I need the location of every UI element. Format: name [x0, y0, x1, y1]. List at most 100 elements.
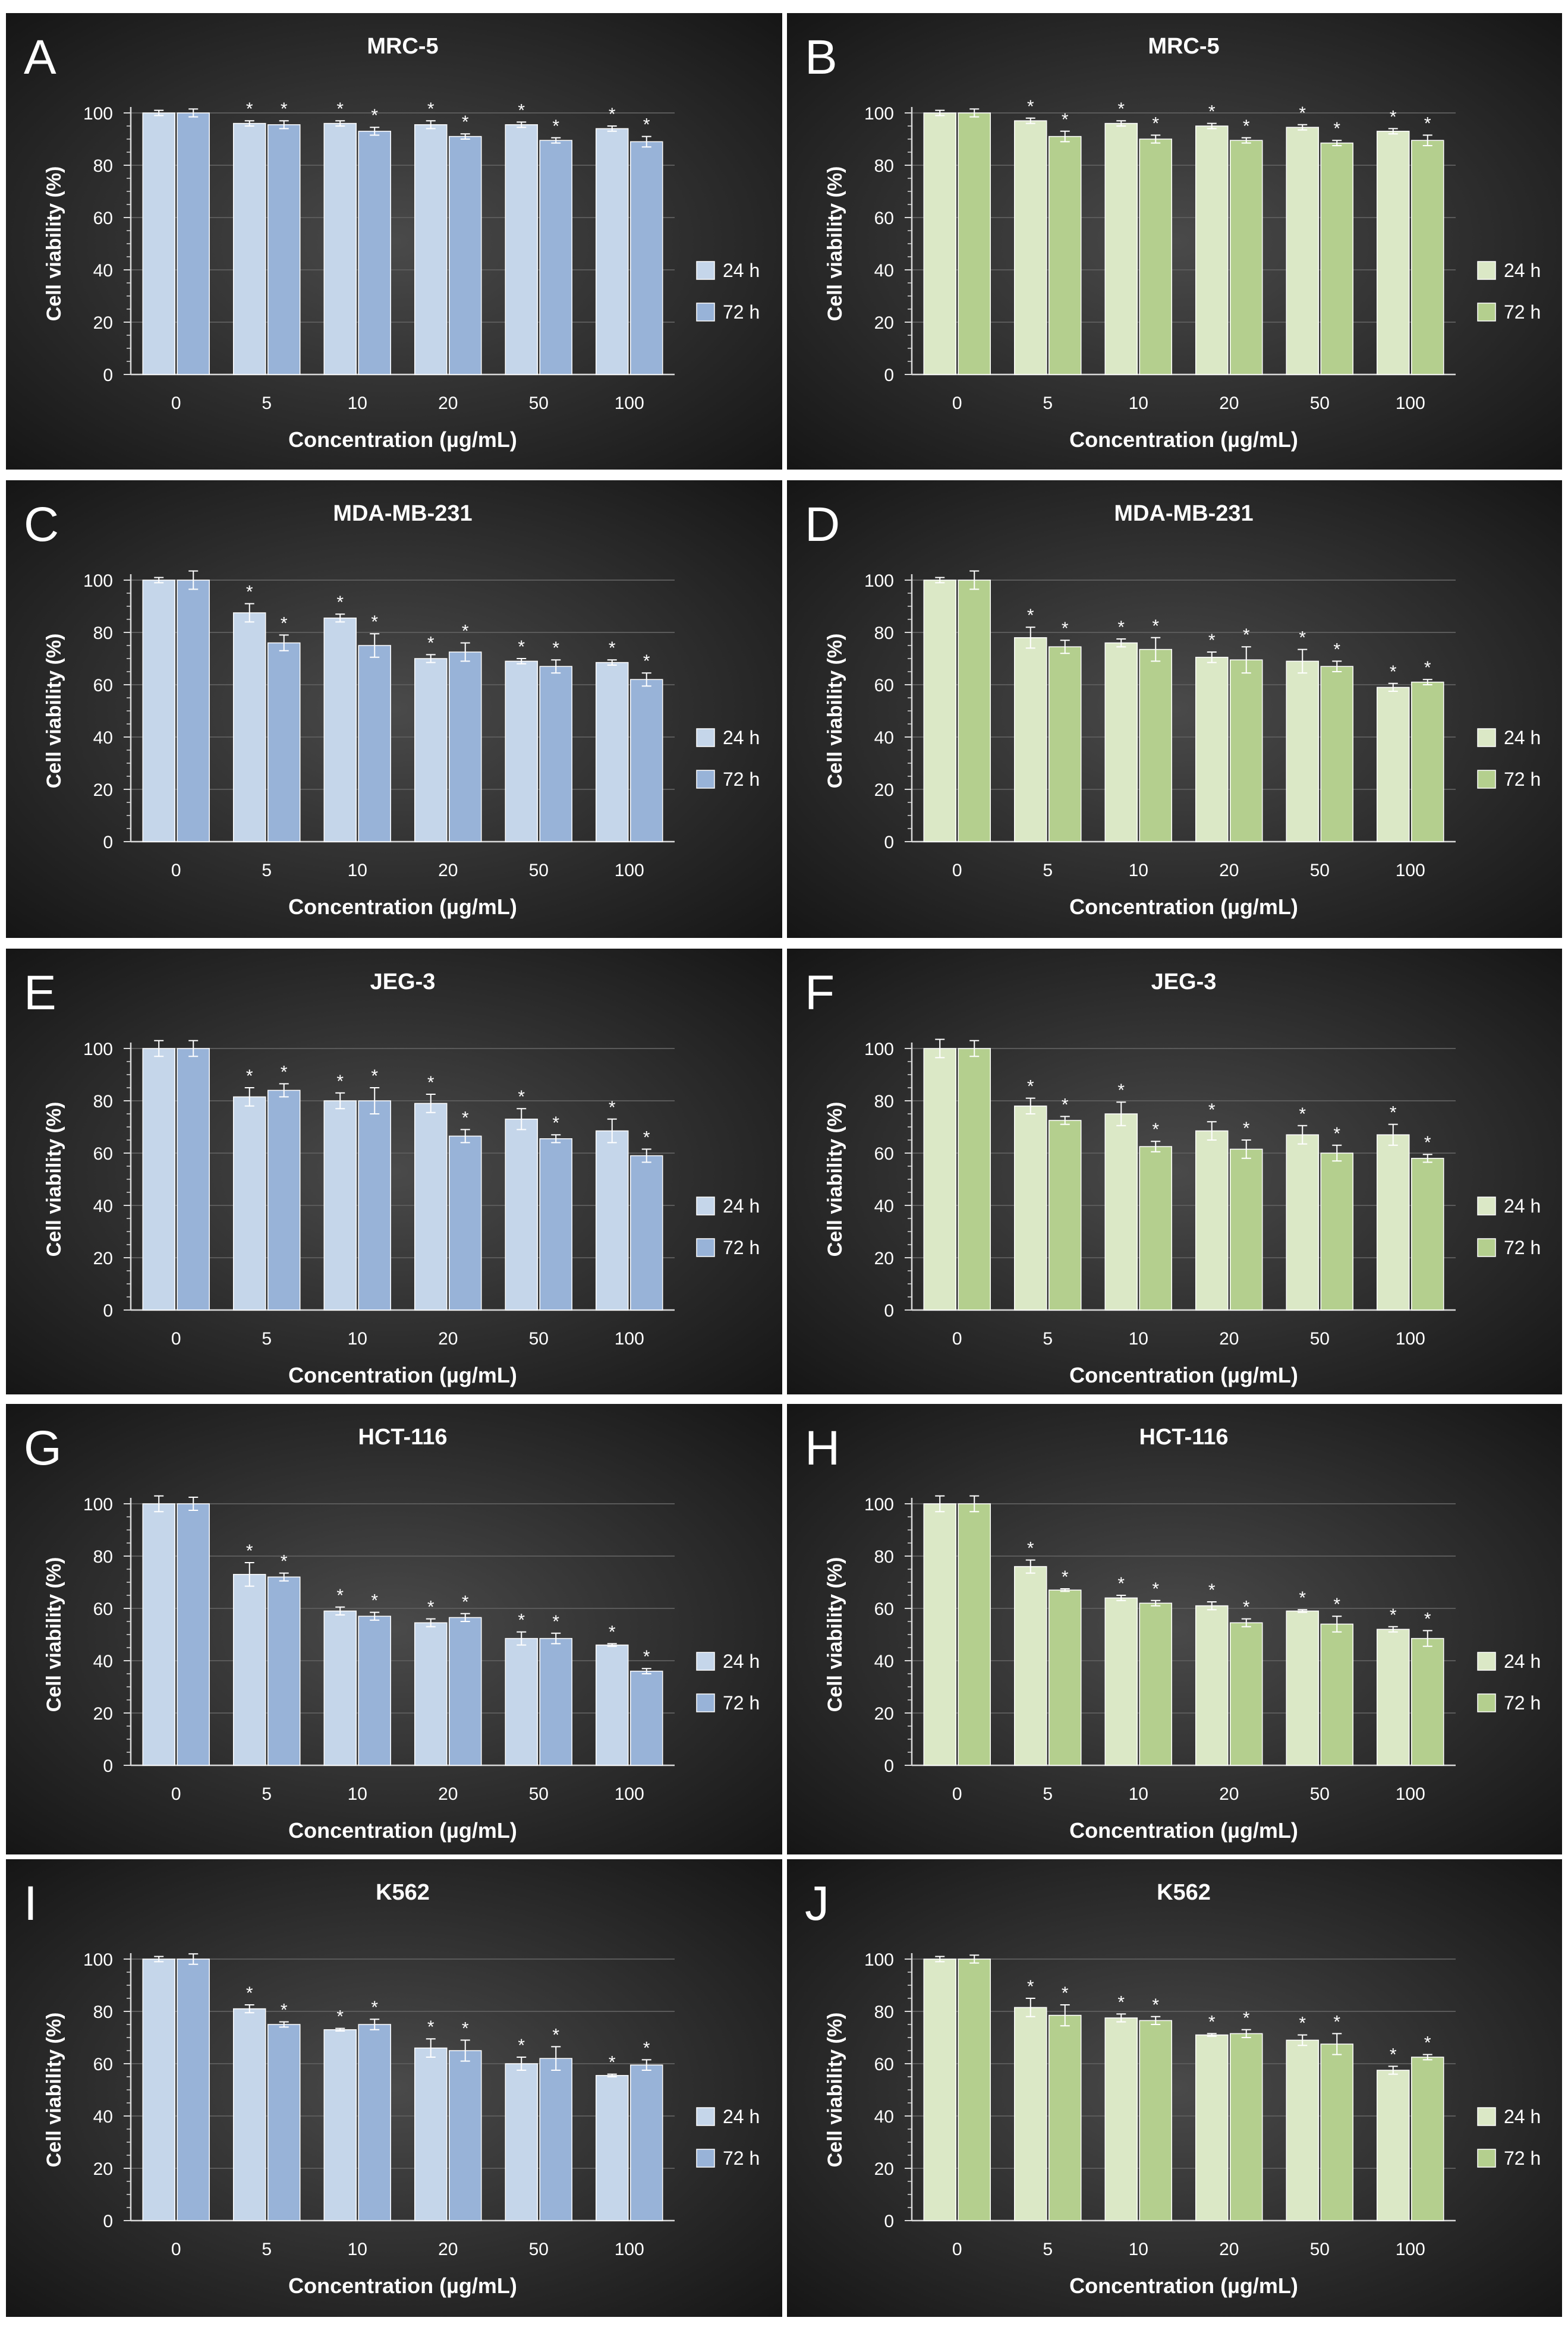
chart-panel-j: J K562 0 20 40 60 80 100 Cell viability (%) Conce… [787, 1859, 1562, 2317]
significance-marker: * [1424, 2033, 1431, 2053]
bar-24h [323, 1100, 357, 1311]
y-tick-label: 20 [874, 780, 894, 800]
legend-label: 24 h [723, 1195, 760, 1217]
significance-marker: * [427, 633, 434, 653]
x-tick-label: 5 [1043, 393, 1053, 413]
bar-72h [1411, 681, 1444, 842]
significance-marker: * [1424, 114, 1431, 133]
y-tick-label: 60 [93, 209, 113, 228]
significance-marker: * [1208, 1100, 1216, 1120]
significance-marker: * [336, 2007, 344, 2027]
significance-marker: * [1299, 2014, 1306, 2033]
bar-24h [1377, 131, 1410, 375]
x-axis-title: Concentration (µg/mL) [288, 895, 517, 919]
significance-marker: * [643, 1128, 650, 1147]
x-tick-label: 5 [262, 1784, 272, 1804]
bar-72h [358, 1616, 391, 1766]
bar-72h [1049, 136, 1082, 375]
x-axis-title: Concentration (µg/mL) [288, 2274, 517, 2298]
significance-marker: * [371, 612, 378, 632]
significance-marker: * [1390, 2045, 1397, 2064]
x-axis-title: Concentration (µg/mL) [288, 1363, 517, 1387]
legend-swatch-24h [1477, 2107, 1496, 2126]
bar-72h [449, 2050, 482, 2221]
significance-marker: * [1062, 619, 1069, 638]
bar-24h [1286, 2039, 1319, 2221]
chart-panel-e: E JEG-3 0 20 40 60 80 100 Cell viability (%) Conc… [6, 949, 782, 1394]
bar-24h [1104, 2017, 1138, 2221]
x-tick-label: 10 [348, 1329, 367, 1349]
bar-72h [630, 1155, 663, 1311]
x-tick-label: 0 [171, 861, 181, 880]
bar-24h [596, 662, 629, 842]
y-axis-title: Cell viability (%) [824, 166, 846, 322]
significance-marker: * [427, 1598, 434, 1617]
y-axis-title: Cell viability (%) [824, 1102, 846, 1257]
legend-label: 24 h [723, 260, 760, 281]
legend-label: 72 h [723, 2147, 760, 2169]
bar-72h [267, 2024, 301, 2221]
x-tick-label: 0 [171, 1329, 181, 1349]
significance-marker: * [1152, 1579, 1159, 1599]
panel-letter: J [805, 1876, 829, 1931]
legend-swatch-24h [696, 1652, 715, 1671]
y-tick-label: 20 [874, 1704, 894, 1724]
bar-72h [958, 580, 991, 842]
bar-24h [923, 112, 956, 375]
legend-label: 72 h [1504, 1692, 1541, 1714]
significance-marker: * [1208, 631, 1216, 650]
significance-marker: * [1117, 618, 1125, 637]
significance-marker: * [1299, 103, 1306, 123]
x-tick-label: 10 [1129, 1329, 1148, 1349]
significance-marker: * [1299, 1588, 1306, 1608]
y-axis-title: Cell viability (%) [43, 634, 65, 789]
bar-24h [505, 2063, 538, 2221]
bar-72h [630, 141, 663, 375]
y-tick-label: 80 [93, 2002, 113, 2022]
chart-title: HCT-116 [358, 1425, 448, 1450]
x-tick-label: 0 [952, 1784, 962, 1804]
significance-marker: * [609, 2053, 616, 2073]
chart-background [787, 13, 1562, 470]
bar-72h [1230, 1148, 1263, 1311]
x-tick-label: 50 [529, 861, 549, 880]
x-tick-label: 10 [348, 2240, 367, 2259]
y-tick-label: 20 [93, 1704, 113, 1724]
x-tick-label: 100 [1396, 2240, 1425, 2259]
x-tick-label: 5 [1043, 861, 1053, 880]
x-tick-label: 20 [438, 393, 458, 413]
x-axis-title: Concentration (µg/mL) [1069, 895, 1298, 919]
significance-marker: * [1117, 1081, 1125, 1100]
chart-panel-h: H HCT-116 0 20 40 60 80 100 Cell viability (%) Co… [787, 1404, 1562, 1854]
bar-72h [958, 1503, 991, 1766]
significance-marker: * [1117, 99, 1125, 119]
y-tick-label: 40 [93, 2107, 113, 2127]
significance-marker: * [643, 115, 650, 135]
y-tick-label: 20 [93, 1249, 113, 1268]
legend-swatch-24h [1477, 1652, 1496, 1671]
bar-72h [630, 679, 663, 842]
bar-72h [267, 642, 301, 842]
bar-72h [539, 1638, 572, 1766]
bar-72h [267, 1089, 301, 1311]
panel-letter: A [24, 30, 56, 84]
y-tick-label: 80 [93, 1092, 113, 1111]
legend-label: 24 h [723, 2106, 760, 2127]
y-tick-label: 60 [874, 1599, 894, 1619]
y-tick-label: 60 [93, 1599, 113, 1619]
bar-24h [923, 1048, 956, 1311]
legend-swatch-72h [1477, 1238, 1496, 1257]
significance-marker: * [427, 99, 434, 119]
legend-label: 24 h [723, 727, 760, 748]
y-tick-label: 20 [874, 1249, 894, 1268]
bar-72h [958, 1048, 991, 1311]
bar-72h [358, 1100, 391, 1311]
y-tick-label: 60 [874, 1144, 894, 1164]
bar-72h [267, 1576, 301, 1766]
y-tick-label: 60 [93, 676, 113, 695]
significance-marker: * [552, 638, 559, 658]
x-tick-label: 5 [262, 393, 272, 413]
significance-marker: * [1152, 1120, 1159, 1139]
significance-marker: * [336, 1072, 344, 1091]
x-tick-label: 0 [952, 861, 962, 880]
